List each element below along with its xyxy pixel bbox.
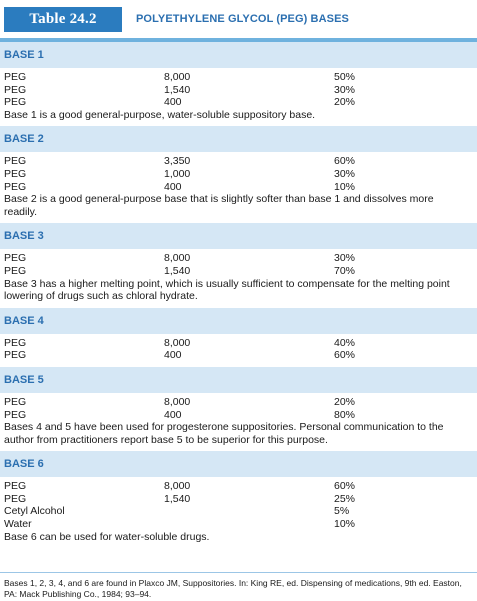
- molecular-weight: 1,000: [164, 167, 191, 180]
- ingredient-name: PEG: [4, 336, 27, 349]
- ingredient-name: PEG: [4, 96, 27, 109]
- ingredient-row: PEG 400 60%: [4, 349, 477, 362]
- table-footnote: Bases 1, 2, 3, 4, and 6 are found in Pla…: [0, 572, 477, 601]
- table-body: BASE 1 PEG 8,000 50% PEG 1,540 30% PEG 400 20% Bas…: [0, 42, 477, 548]
- base-section: PEG 8,000 30% PEG 1,540 70% Base 3 has a highe…: [0, 249, 477, 307]
- percentage: 5%: [334, 505, 350, 518]
- ingredient-name: PEG: [4, 155, 27, 168]
- molecular-weight: 8,000: [164, 71, 191, 83]
- molecular-weight: 400: [164, 349, 182, 362]
- percentage: 30%: [334, 167, 356, 180]
- base-note: Base 2 is a good general-purpose base th…: [4, 193, 434, 218]
- base-section: PEG 8,000 20% PEG 400 80% Bases 4 and 5 have b…: [0, 393, 477, 451]
- molecular-weight: 400: [164, 96, 182, 109]
- base-note: Base 3 has a higher melting point, which…: [4, 277, 450, 303]
- molecular-weight: 1,540: [164, 83, 191, 96]
- percentage: 30%: [334, 252, 356, 265]
- base-header: BASE 2: [0, 126, 477, 153]
- percentage: 10%: [334, 180, 356, 193]
- ingredient-name: PEG: [4, 264, 27, 277]
- molecular-weight: 8,000: [164, 395, 191, 408]
- base-note: Bases 4 and 5 have been used for progest…: [4, 421, 444, 446]
- base-section: PEG 8,000 60% PEG 1,540 25% Cetyl Alcohol 5% Wat…: [0, 477, 477, 548]
- base-header: BASE 1: [0, 42, 477, 68]
- base-section: PEG 8,000 50% PEG 1,540 30% PEG 400 20% Base 1 is…: [0, 68, 477, 126]
- percentage: 10%: [334, 518, 356, 531]
- ingredient-name: PEG: [4, 180, 27, 193]
- base-note: Base 1 is a good general-purpose, water-…: [4, 108, 316, 121]
- base-title: BASE 5: [4, 373, 44, 386]
- base-note: Base 6 can be used for water-soluble dru…: [4, 530, 210, 543]
- percentage: 20%: [334, 96, 356, 109]
- base-title: BASE 6: [4, 458, 44, 471]
- molecular-weight: 1,540: [164, 264, 191, 277]
- ingredient-row: PEG 1,540 25%: [4, 493, 477, 506]
- table-header: Table 24.2 POLYETHYLENE GLYCOL (PEG) BAS…: [0, 0, 477, 38]
- ingredient-name: PEG: [4, 349, 27, 362]
- percentage: 50%: [334, 71, 356, 83]
- ingredient-row: PEG 8,000 50%: [4, 71, 477, 84]
- ingredient-row: PEG 400 80%: [4, 409, 477, 422]
- base-header: BASE 5: [0, 366, 477, 393]
- percentage: 60%: [334, 155, 356, 168]
- percentage: 20%: [334, 395, 356, 408]
- molecular-weight: 1,540: [164, 492, 191, 505]
- percentage: 60%: [334, 349, 356, 362]
- ingredient-name: Water: [4, 518, 32, 531]
- percentage: 80%: [334, 408, 356, 421]
- ingredient-row: PEG 1,000 30%: [4, 168, 477, 181]
- base-section: PEG 3,350 60% PEG 1,000 30% PEG 400 10% Base 2 is…: [0, 152, 477, 223]
- ingredient-row: PEG 400 20%: [4, 96, 477, 109]
- percentage: 70%: [334, 264, 356, 277]
- ingredient-name: PEG: [4, 252, 27, 265]
- ingredient-name: PEG: [4, 492, 27, 505]
- percentage: 60%: [334, 480, 356, 493]
- ingredient-name: PEG: [4, 167, 27, 180]
- ingredient-name: Cetyl Alcohol: [4, 505, 65, 518]
- molecular-weight: 8,000: [164, 252, 191, 265]
- ingredient-row: Cetyl Alcohol 5%: [4, 505, 477, 518]
- base-section: PEG 8,000 40% PEG 400 60%: [0, 334, 477, 367]
- ingredient-row: Water 10%: [4, 518, 477, 531]
- molecular-weight: 400: [164, 180, 182, 193]
- base-title: BASE 1: [4, 49, 44, 61]
- ingredient-row: PEG 3,350 60%: [4, 155, 477, 168]
- base-title: BASE 2: [4, 133, 44, 146]
- ingredient-row: PEG 8,000 30%: [4, 252, 477, 265]
- molecular-weight: 8,000: [164, 480, 191, 493]
- base-header: BASE 4: [0, 307, 477, 334]
- ingredient-name: PEG: [4, 71, 27, 83]
- ingredient-row: PEG 1,540 30%: [4, 84, 477, 97]
- percentage: 25%: [334, 492, 356, 505]
- base-title: BASE 4: [4, 314, 44, 327]
- ingredient-row: PEG 8,000 40%: [4, 337, 477, 350]
- molecular-weight: 3,350: [164, 155, 191, 168]
- base-header: BASE 3: [0, 223, 477, 250]
- ingredient-row: PEG 8,000 20%: [4, 396, 477, 409]
- percentage: 40%: [334, 336, 356, 349]
- ingredient-name: PEG: [4, 408, 27, 421]
- header-rule: [0, 38, 477, 42]
- molecular-weight: 400: [164, 408, 182, 421]
- base-title: BASE 3: [4, 230, 44, 243]
- ingredient-name: PEG: [4, 480, 27, 493]
- percentage: 30%: [334, 83, 356, 96]
- table-title: POLYETHYLENE GLYCOL (PEG) BASES: [136, 13, 349, 25]
- footnote-text: Bases 1, 2, 3, 4, and 6 are found in Pla…: [4, 578, 462, 599]
- molecular-weight: 8,000: [164, 336, 191, 349]
- ingredient-row: PEG 1,540 70%: [4, 265, 477, 278]
- ingredient-name: PEG: [4, 83, 27, 96]
- ingredient-row: PEG 8,000 60%: [4, 480, 477, 493]
- ingredient-row: PEG 400 10%: [4, 181, 477, 194]
- base-header: BASE 6: [0, 451, 477, 478]
- ingredient-name: PEG: [4, 395, 27, 408]
- table-number-badge: Table 24.2: [4, 7, 122, 32]
